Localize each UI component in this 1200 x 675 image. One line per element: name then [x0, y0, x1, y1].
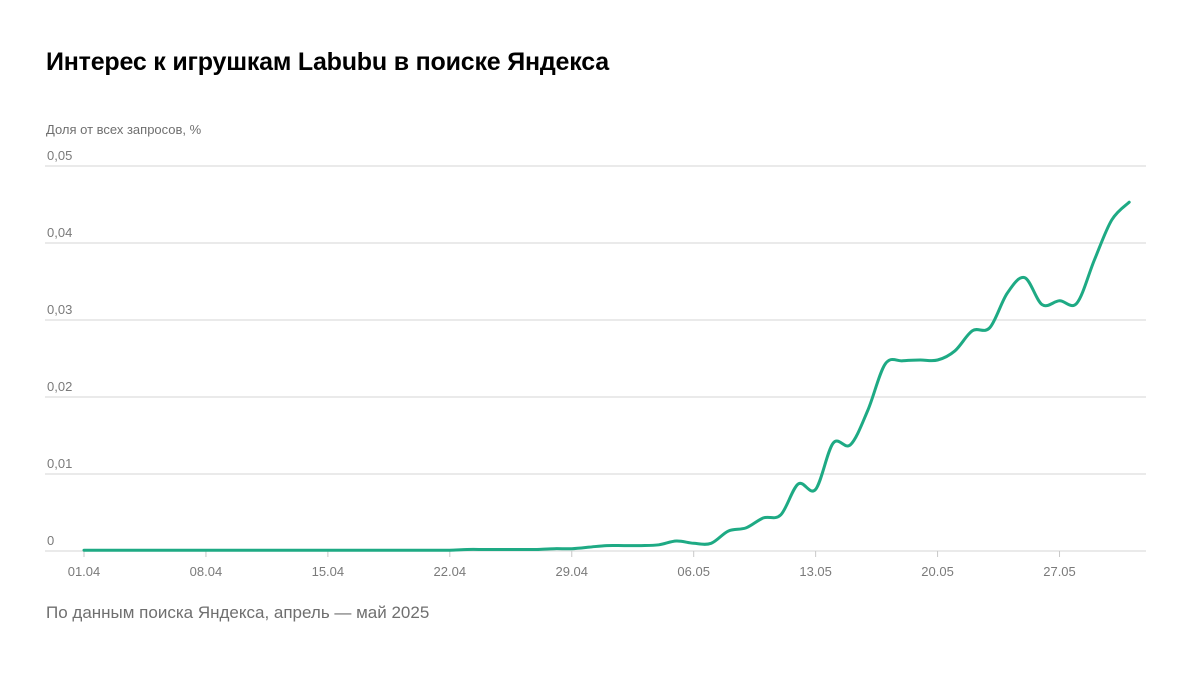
x-tick-label: 06.05	[677, 564, 710, 579]
y-tick-label: 0	[47, 533, 54, 548]
series-line	[82, 200, 1131, 552]
x-tick-label: 20.05	[921, 564, 954, 579]
x-tick-label: 01.04	[68, 564, 101, 579]
x-tick-label: 27.05	[1043, 564, 1076, 579]
y-tick-label: 0,05	[47, 148, 72, 163]
chart-title: Интерес к игрушкам Labubu в поиске Яндек…	[46, 48, 609, 76]
source-note: По данным поиска Яндекса, апрель — май 2…	[46, 603, 430, 622]
x-tick-label: 15.04	[312, 564, 345, 579]
x-tick-label: 22.04	[434, 564, 467, 579]
y-tick-label: 0,03	[47, 302, 72, 317]
x-tick-label: 13.05	[799, 564, 832, 579]
y-tick-label: 0,01	[47, 456, 72, 471]
x-tick-label: 29.04	[555, 564, 588, 579]
x-tick-label: 08.04	[190, 564, 223, 579]
y-tick-label: 0,02	[47, 379, 72, 394]
y-axis-label: Доля от всех запросов, %	[46, 122, 202, 137]
y-tick-label: 0,04	[47, 225, 72, 240]
